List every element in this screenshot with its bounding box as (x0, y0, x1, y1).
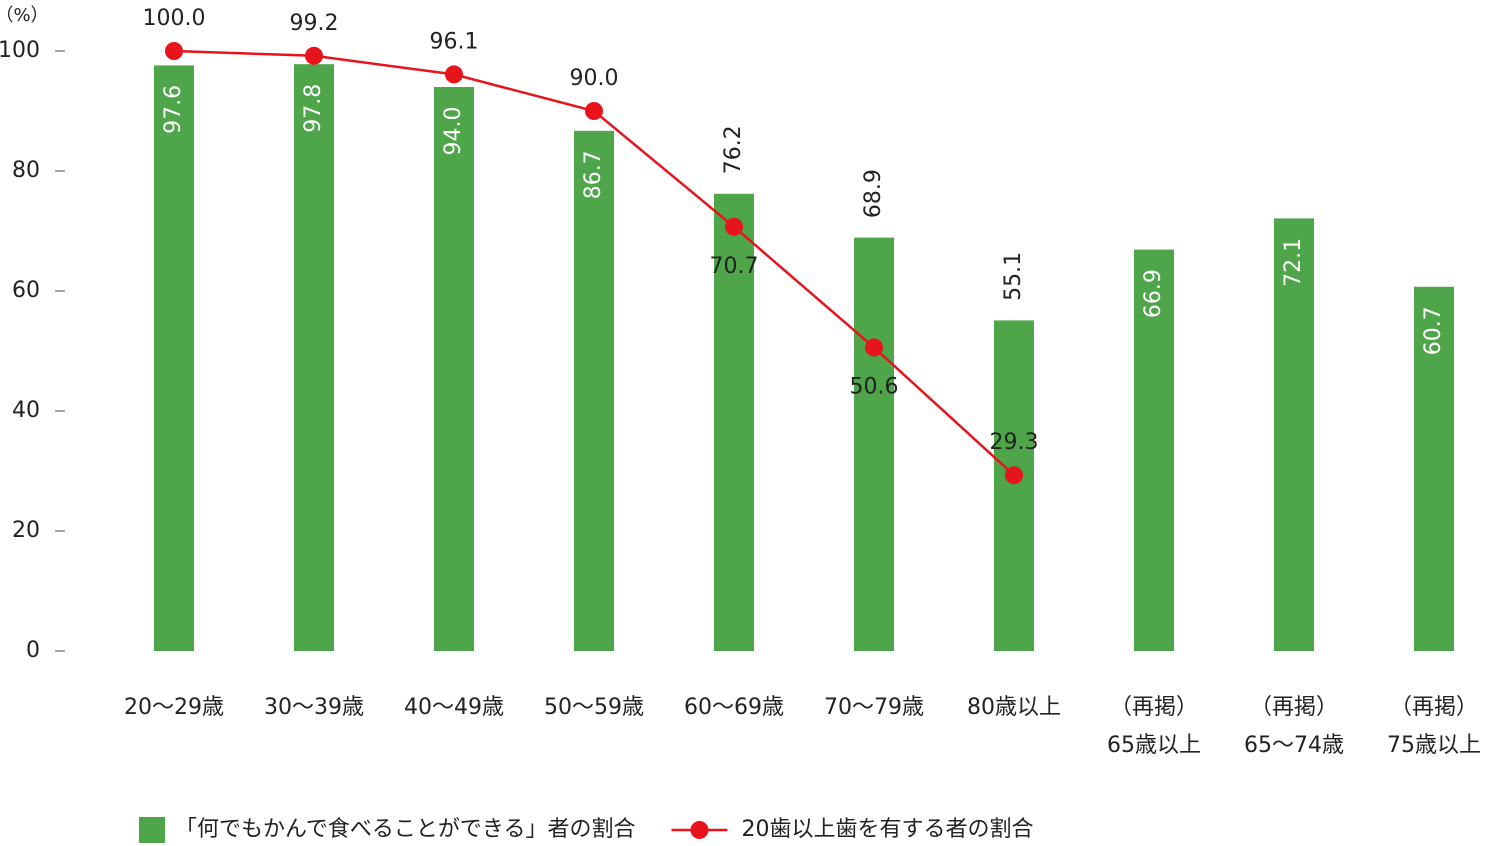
bar (574, 130, 614, 652)
legend-label: 「何でもかんで食べることができる」者の割合 (175, 817, 635, 842)
legend-label: 20歯以上歯を有する者の割合 (741, 817, 1033, 842)
x-tick-label: 30～39歳 (264, 695, 364, 720)
bar (1414, 286, 1454, 651)
line-point (165, 42, 183, 60)
line-value-label: 96.1 (430, 29, 479, 54)
legend-swatch (690, 821, 709, 839)
y-tick-label: 40 (12, 398, 40, 423)
line-point (725, 217, 743, 236)
x-tick-label: 20～29歳 (124, 695, 224, 720)
bar (1274, 218, 1314, 651)
y-tick-label: 20 (12, 518, 40, 543)
x-tick-label: （再掲） 75歳以上 (1387, 695, 1481, 758)
bar-value-label: 60.7 (1421, 306, 1446, 355)
bar-value-label: 55.1 (1001, 252, 1026, 301)
line-point (865, 338, 883, 357)
bar (714, 193, 754, 652)
bar (1134, 249, 1174, 651)
y-tick-label: 80 (12, 158, 40, 183)
legend-swatch (139, 817, 165, 843)
y-axis-label: （%） (0, 5, 49, 26)
bar (994, 320, 1034, 651)
bar-value-label: 97.8 (301, 84, 326, 133)
line-point (305, 46, 323, 65)
bar (154, 65, 194, 651)
x-tick-label: 70～79歳 (824, 695, 924, 720)
line-value-label: 70.7 (710, 254, 759, 279)
x-tick-label: （再掲） 65～74歳 (1244, 695, 1344, 758)
bar-value-label: 76.2 (721, 125, 746, 174)
line-value-label: 100.0 (143, 6, 206, 31)
bar-value-label: 66.9 (1141, 269, 1166, 318)
bar-value-label: 68.9 (861, 169, 886, 218)
bar (294, 64, 334, 651)
bar-value-label: 72.1 (1281, 238, 1306, 287)
line-value-label: 99.2 (290, 11, 339, 36)
line-point (1005, 466, 1023, 485)
line-value-label: 50.6 (850, 374, 899, 399)
bar (434, 87, 474, 651)
bar-value-label: 97.6 (161, 85, 186, 134)
y-tick-label: 60 (12, 278, 40, 303)
x-tick-label: 60～69歳 (684, 695, 784, 720)
line-point (585, 102, 603, 120)
x-tick-label: 40～49歳 (404, 695, 504, 720)
y-tick-label: 100 (0, 38, 40, 63)
bar-value-label: 86.7 (581, 150, 606, 199)
x-tick-label: 80歳以上 (967, 695, 1061, 720)
bar (854, 237, 894, 651)
line-value-label: 29.3 (990, 430, 1039, 455)
y-tick-label: 0 (26, 638, 40, 663)
x-tick-label: （再掲） 65歳以上 (1107, 695, 1201, 758)
bar-value-label: 94.0 (441, 107, 466, 156)
x-tick-label: 50～59歳 (544, 695, 644, 720)
line-value-label: 90.0 (570, 66, 619, 91)
line-point (445, 65, 463, 84)
